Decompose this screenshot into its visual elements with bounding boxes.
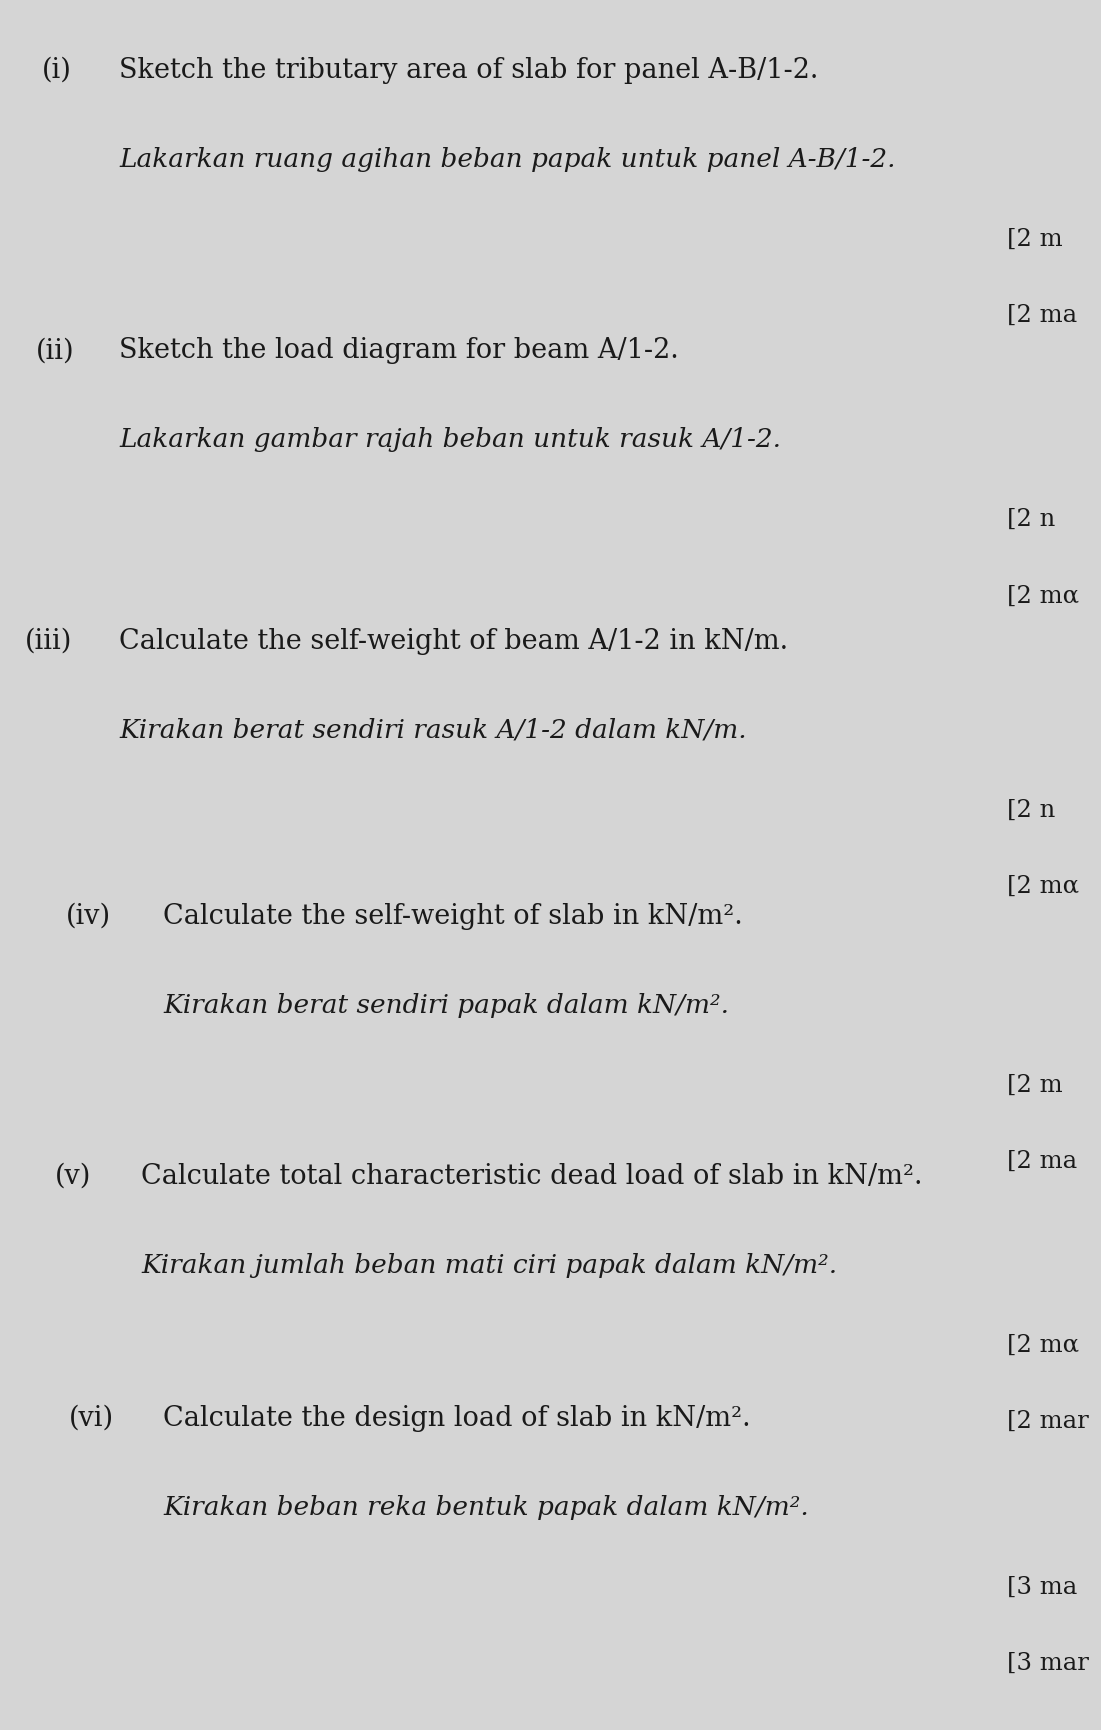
Text: (iv): (iv) (66, 903, 111, 931)
Text: (iii): (iii) (25, 628, 73, 656)
Text: [2 mα: [2 mα (1007, 875, 1079, 898)
Text: [3 mar: [3 mar (1007, 1652, 1089, 1675)
Text: [2 ma: [2 ma (1007, 1150, 1078, 1173)
Text: [3 ma: [3 ma (1007, 1576, 1078, 1599)
Text: [2 m: [2 m (1007, 1074, 1064, 1097)
Text: (i): (i) (42, 57, 72, 85)
Text: Kirakan berat sendiri rasuk A/1-2 dalam kN/m.: Kirakan berat sendiri rasuk A/1-2 dalam … (119, 718, 746, 742)
Text: [2 n: [2 n (1007, 799, 1056, 822)
Text: Calculate the self-weight of slab in kN/m².: Calculate the self-weight of slab in kN/… (163, 903, 743, 931)
Text: [2 mar: [2 mar (1007, 1410, 1089, 1432)
Text: (v): (v) (55, 1163, 91, 1190)
Text: Kirakan jumlah beban mati ciri papak dalam kN/m².: Kirakan jumlah beban mati ciri papak dal… (141, 1253, 837, 1277)
Text: Sketch the load diagram for beam A/1-2.: Sketch the load diagram for beam A/1-2. (119, 337, 678, 365)
Text: [2 m: [2 m (1007, 228, 1064, 251)
Text: [2 n: [2 n (1007, 509, 1056, 531)
Text: [2 mα: [2 mα (1007, 1334, 1079, 1356)
Text: (ii): (ii) (36, 337, 75, 365)
Text: [2 ma: [2 ma (1007, 304, 1078, 327)
Text: Kirakan berat sendiri papak dalam kN/m².: Kirakan berat sendiri papak dalam kN/m². (163, 993, 729, 1017)
Text: Calculate the self-weight of beam A/1-2 in kN/m.: Calculate the self-weight of beam A/1-2 … (119, 628, 788, 656)
Text: [2 mα: [2 mα (1007, 585, 1079, 607)
Text: Calculate total characteristic dead load of slab in kN/m².: Calculate total characteristic dead load… (141, 1163, 923, 1190)
Text: Lakarkan gambar rajah beban untuk rasuk A/1-2.: Lakarkan gambar rajah beban untuk rasuk … (119, 427, 781, 452)
Text: (vi): (vi) (69, 1405, 115, 1432)
Text: Calculate the design load of slab in kN/m².: Calculate the design load of slab in kN/… (163, 1405, 751, 1432)
Text: Sketch the tributary area of slab for panel A-B/1-2.: Sketch the tributary area of slab for pa… (119, 57, 818, 85)
Text: Kirakan beban reka bentuk papak dalam kN/m².: Kirakan beban reka bentuk papak dalam kN… (163, 1495, 809, 1519)
Text: Lakarkan ruang agihan beban papak untuk panel A-B/1-2.: Lakarkan ruang agihan beban papak untuk … (119, 147, 895, 171)
